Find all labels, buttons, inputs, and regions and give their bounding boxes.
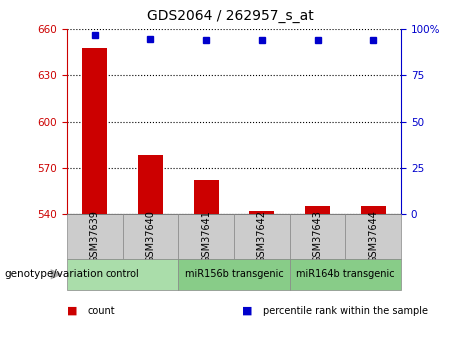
Bar: [290, 214, 345, 259]
Bar: [123, 214, 178, 259]
Bar: [178, 214, 234, 259]
Text: percentile rank within the sample: percentile rank within the sample: [263, 306, 428, 315]
Text: GSM37642: GSM37642: [257, 210, 267, 263]
Bar: [138, 156, 163, 214]
Text: miR164b transgenic: miR164b transgenic: [296, 269, 395, 279]
Text: ■: ■: [67, 306, 77, 315]
Text: GSM37643: GSM37643: [313, 210, 323, 263]
Bar: [67, 214, 123, 259]
Text: GSM37644: GSM37644: [368, 210, 378, 263]
Text: GSM37640: GSM37640: [145, 210, 155, 263]
Text: miR156b transgenic: miR156b transgenic: [184, 269, 284, 279]
Bar: [345, 214, 401, 259]
Bar: [178, 259, 290, 290]
Bar: [305, 206, 330, 214]
Polygon shape: [51, 269, 62, 279]
Bar: [194, 180, 219, 214]
Text: control: control: [106, 269, 139, 279]
Bar: [67, 259, 178, 290]
Bar: [234, 214, 290, 259]
Text: GSM37641: GSM37641: [201, 210, 211, 263]
Text: GDS2064 / 262957_s_at: GDS2064 / 262957_s_at: [147, 9, 314, 23]
Bar: [82, 48, 107, 214]
Text: ■: ■: [242, 306, 253, 315]
Text: genotype/variation: genotype/variation: [5, 269, 104, 279]
Bar: [249, 211, 274, 214]
Bar: [290, 259, 401, 290]
Text: count: count: [88, 306, 115, 315]
Text: GSM37639: GSM37639: [90, 210, 100, 263]
Bar: [361, 206, 386, 214]
